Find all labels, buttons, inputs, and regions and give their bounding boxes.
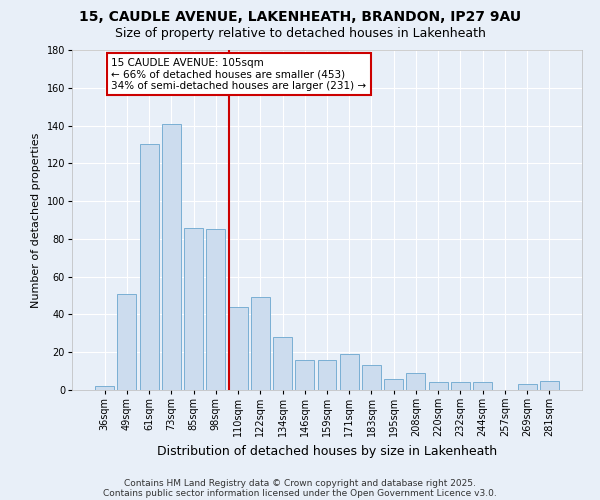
Bar [184,228,203,390]
Bar [251,298,270,390]
Text: Size of property relative to detached houses in Lakenheath: Size of property relative to detached ho… [115,28,485,40]
Text: 15 CAUDLE AVENUE: 105sqm
← 66% of detached houses are smaller (453)
34% of semi-: 15 CAUDLE AVENUE: 105sqm ← 66% of detach… [112,58,367,91]
Bar [340,354,359,390]
Bar [317,360,337,390]
Bar [429,382,448,390]
Bar [384,378,403,390]
Bar [473,382,492,390]
Bar [140,144,158,390]
X-axis label: Distribution of detached houses by size in Lakenheath: Distribution of detached houses by size … [157,445,497,458]
Bar [451,382,470,390]
Bar [406,373,425,390]
Bar [540,380,559,390]
Bar [229,307,248,390]
Bar [95,386,114,390]
Bar [362,366,381,390]
Text: Contains HM Land Registry data © Crown copyright and database right 2025.: Contains HM Land Registry data © Crown c… [124,478,476,488]
Bar [206,230,225,390]
Bar [162,124,181,390]
Y-axis label: Number of detached properties: Number of detached properties [31,132,41,308]
Text: 15, CAUDLE AVENUE, LAKENHEATH, BRANDON, IP27 9AU: 15, CAUDLE AVENUE, LAKENHEATH, BRANDON, … [79,10,521,24]
Bar [118,294,136,390]
Bar [273,337,292,390]
Text: Contains public sector information licensed under the Open Government Licence v3: Contains public sector information licen… [103,488,497,498]
Bar [295,360,314,390]
Bar [518,384,536,390]
